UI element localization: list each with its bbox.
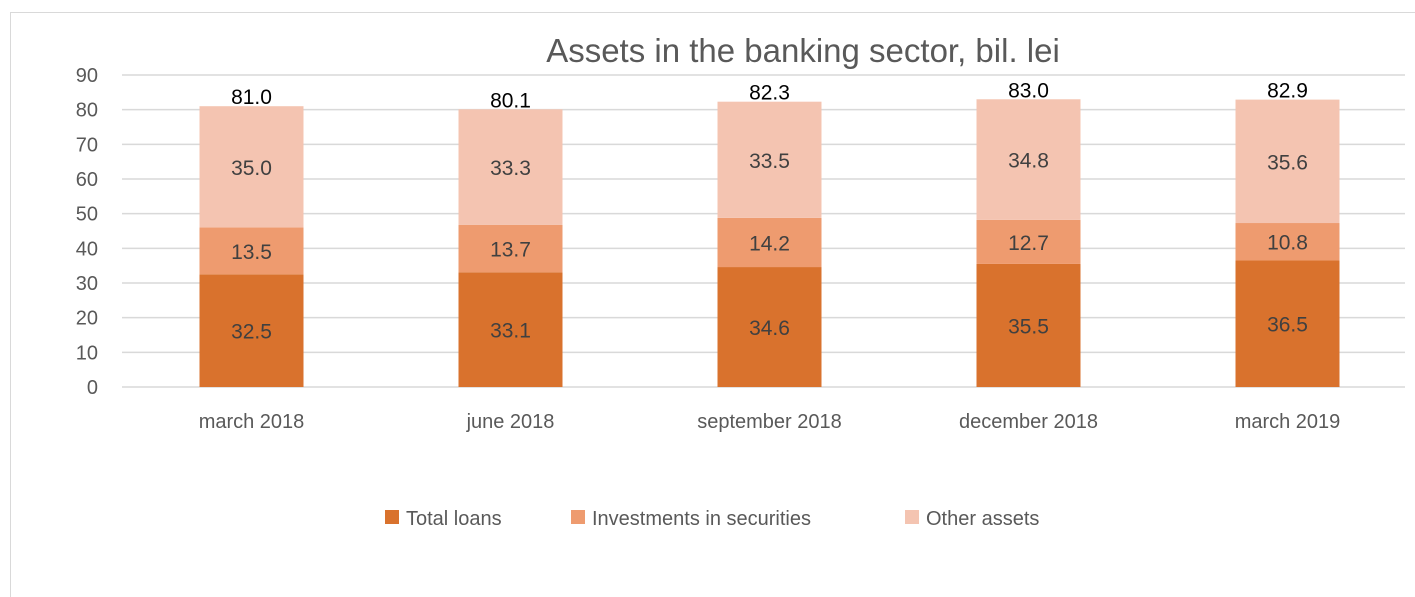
bar-segment — [1235, 99, 1340, 224]
bar-value-label: 33.3 — [490, 157, 531, 180]
bar-total-label: 81.0 — [231, 86, 272, 109]
x-category-label: september 2018 — [697, 411, 842, 433]
bar-value-label: 35.5 — [1008, 315, 1049, 338]
y-axis-ticks: 0 10 20 30 40 50 60 70 80 90 — [76, 65, 98, 399]
bar-segment — [976, 99, 1081, 220]
bar-value-label: 12.7 — [1008, 232, 1049, 255]
bar-value-label: 34.6 — [749, 317, 790, 340]
bar-value-label: 10.8 — [1267, 232, 1308, 255]
y-tick-label: 20 — [76, 308, 98, 330]
bar-value-label: 14.2 — [749, 232, 790, 255]
bar-total-label: 82.9 — [1267, 80, 1308, 103]
bar-total-label: 80.1 — [490, 89, 531, 112]
x-axis-categories: march 2018 june 2018 september 2018 decembe… — [199, 411, 1341, 433]
bar-segment — [976, 219, 1081, 264]
y-tick-label: 50 — [76, 204, 98, 226]
bar-value-label: 13.7 — [490, 239, 531, 262]
legend-label: Other assets — [926, 508, 1039, 530]
x-category-label: june 2018 — [466, 411, 555, 433]
chart-frame — [10, 12, 1415, 597]
bar-segment — [458, 109, 563, 225]
bar-segment — [717, 101, 822, 218]
bar-segment — [199, 227, 304, 275]
legend-swatch — [385, 510, 399, 524]
y-tick-label: 40 — [76, 238, 98, 260]
bar-value-label: 33.5 — [749, 150, 790, 173]
bar-segment — [976, 263, 1081, 387]
chart-title: Assets in the banking sector, bil. lei — [546, 32, 1060, 69]
y-tick-label: 10 — [76, 342, 98, 364]
y-tick-label: 70 — [76, 134, 98, 156]
y-tick-label: 30 — [76, 273, 98, 295]
bar-segment — [717, 217, 822, 268]
bar-segment — [1235, 260, 1340, 387]
bar-value-label: 35.6 — [1267, 151, 1308, 174]
x-category-label: december 2018 — [959, 411, 1098, 433]
bars — [199, 99, 1340, 387]
bar-value-label: 33.1 — [490, 320, 531, 343]
y-tick-label: 0 — [87, 377, 98, 399]
bar-total-label: 83.0 — [1008, 79, 1049, 102]
bar-segment — [1235, 223, 1340, 261]
bar-total-label: 82.3 — [749, 82, 790, 105]
bar-segment — [199, 274, 304, 387]
bar-value-label: 36.5 — [1267, 314, 1308, 337]
bar-value-label: 32.5 — [231, 321, 272, 344]
bar-segment — [717, 267, 822, 387]
bar-value-label: 35.0 — [231, 157, 272, 180]
legend-label: Investments in securities — [592, 508, 811, 530]
legend-swatch — [571, 510, 585, 524]
data-labels: 32.5 13.5 35.0 81.0 33.1 13.7 33.3 80.1 34.6 14.2… — [231, 79, 1308, 343]
bar-segment — [458, 224, 563, 273]
legend-swatch — [905, 510, 919, 524]
legend-label: Total loans — [406, 508, 502, 530]
bar-segment — [199, 106, 304, 228]
bar-value-label: 34.8 — [1008, 150, 1049, 173]
bar-value-label: 13.5 — [231, 241, 272, 264]
legend: Total loans Investments in securities Othe… — [385, 508, 1039, 530]
x-category-label: march 2018 — [199, 411, 305, 433]
y-tick-label: 90 — [76, 65, 98, 87]
bar-segment — [458, 272, 563, 387]
y-tick-label: 80 — [76, 100, 98, 122]
x-category-label: march 2019 — [1235, 411, 1341, 433]
y-tick-label: 60 — [76, 169, 98, 191]
